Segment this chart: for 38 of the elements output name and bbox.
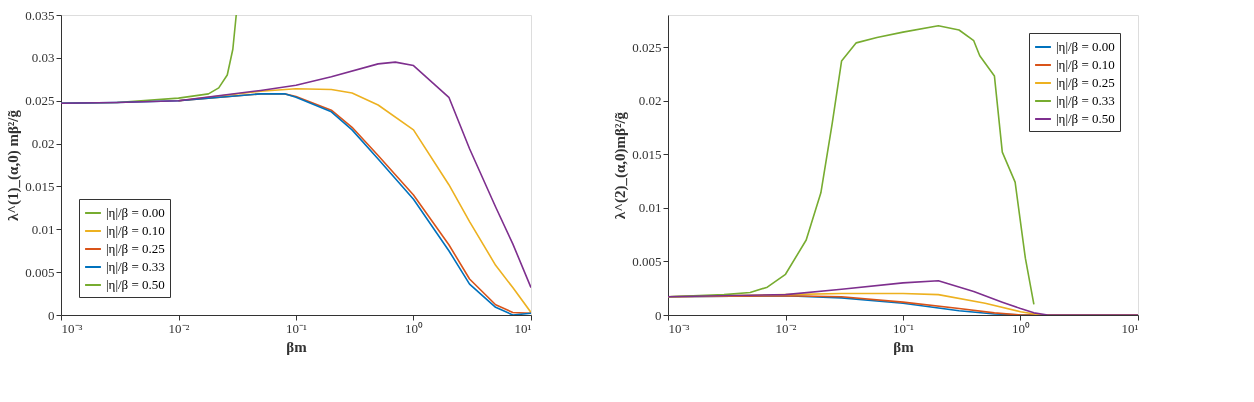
x-axis-title: βm [286, 338, 308, 355]
y-tick-label: 0.015 [25, 178, 55, 194]
x-tick-label: 10⁰ [1012, 320, 1030, 336]
x-tick-label: 10⁻² [168, 320, 190, 336]
x-tick-label: 10⁻³ [61, 320, 83, 336]
x-tick-label: 10⁰ [405, 320, 423, 336]
x-axis-title: βm [893, 338, 915, 355]
x-tick-label: 10⁻¹ [286, 320, 308, 336]
x-tick-label: 10⁻¹ [893, 320, 915, 336]
y-tick-label: 0.01 [31, 221, 55, 237]
legend-label: |η|/β = 0.25 [106, 241, 165, 256]
y-tick-label: 0.03 [31, 50, 55, 66]
legend-label: |η|/β = 0.00 [1056, 39, 1115, 54]
y-tick-label: 0.01 [638, 200, 662, 216]
legend-label: |η|/β = 0.33 [1056, 93, 1115, 108]
legend-label: |η|/β = 0.10 [106, 223, 165, 238]
legend-label: |η|/β = 0.25 [1056, 75, 1115, 90]
legend-label: |η|/β = 0.50 [106, 277, 165, 292]
y-tick-label: 0 [655, 307, 662, 323]
y-axis-title: λ^(2)_(α,0)mβ²/g̃ [612, 111, 630, 220]
x-tick-label: 10¹ [514, 320, 532, 336]
legend-label: |η|/β = 0.00 [106, 205, 165, 220]
y-tick-label: 0.015 [632, 146, 662, 162]
legend-label: |η|/β = 0.33 [106, 259, 165, 274]
legend-label: |η|/β = 0.50 [1056, 111, 1115, 126]
y-tick-label: 0.025 [25, 93, 55, 109]
y-tick-label: 0.005 [632, 253, 662, 269]
legend-label: |η|/β = 0.10 [1056, 57, 1115, 72]
y-tick-label: 0.02 [31, 136, 55, 152]
y-tick-label: 0.035 [25, 7, 55, 23]
x-tick-label: 10⁻² [775, 320, 797, 336]
y-tick-label: 0.005 [25, 264, 55, 280]
y-tick-label: 0.025 [632, 39, 662, 55]
y-axis-title: λ^(1)_(α,0) mβ²/g̃ [5, 109, 23, 221]
y-tick-label: 0.02 [638, 93, 662, 109]
x-tick-label: 10⁻³ [668, 320, 690, 336]
y-tick-label: 0 [48, 307, 55, 323]
x-tick-label: 10¹ [1121, 320, 1139, 336]
